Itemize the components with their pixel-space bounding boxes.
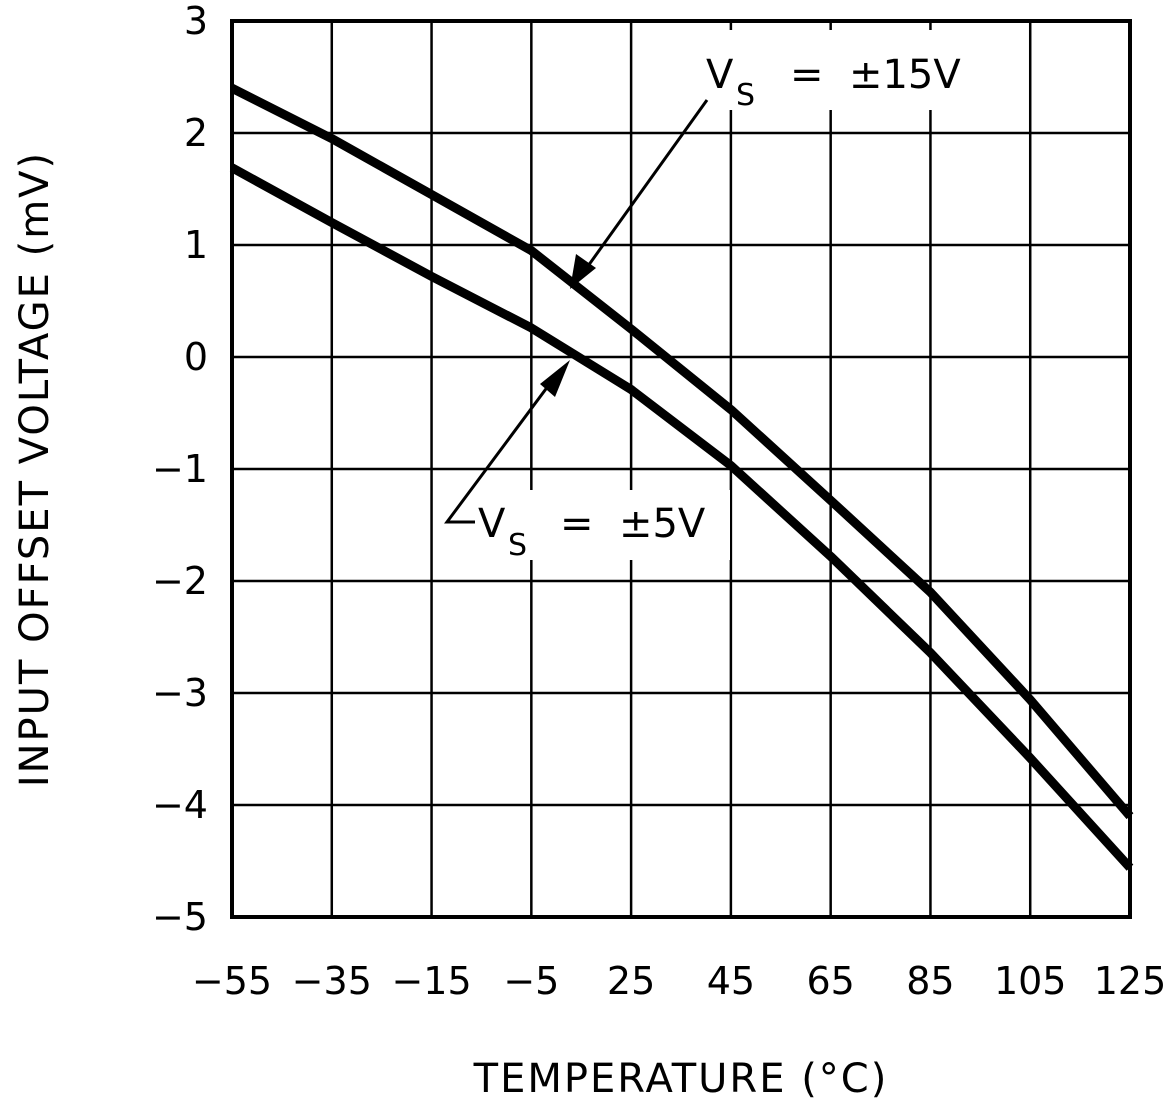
y-tick-label: −3 bbox=[152, 671, 208, 715]
y-tick-label: −4 bbox=[152, 783, 208, 827]
y-tick-label: −1 bbox=[152, 447, 208, 491]
y-axis-ticks: 3 2 1 0 −1 −2 −3 −4 −5 bbox=[152, 0, 208, 939]
arrow-line-5v bbox=[444, 369, 562, 524]
x-tick-label: 45 bbox=[707, 959, 755, 1003]
x-tick-label: −55 bbox=[192, 959, 272, 1003]
y-tick-label: −2 bbox=[152, 559, 208, 603]
arrow-line-15v bbox=[576, 99, 709, 281]
x-tick-label: −15 bbox=[391, 959, 471, 1003]
plot-frame bbox=[230, 19, 1132, 919]
annotation-vs-5v: V S = ±5V bbox=[444, 360, 730, 563]
annotation-15v-subscript: S bbox=[736, 78, 755, 113]
annotation-5v-main: V bbox=[478, 501, 506, 547]
y-tick-label: 1 bbox=[184, 223, 208, 267]
annotation-15v-main: V bbox=[706, 52, 734, 98]
x-tick-label: −5 bbox=[503, 959, 559, 1003]
arrow-head-5v-icon bbox=[540, 360, 570, 397]
annotation-5v-value: = ±5V bbox=[560, 501, 706, 547]
data-series bbox=[229, 84, 1134, 871]
annotation-15v-value: = ±15V bbox=[790, 52, 961, 98]
x-tick-label: 65 bbox=[806, 959, 854, 1003]
x-tick-label: −35 bbox=[292, 959, 372, 1003]
y-tick-label: 3 bbox=[184, 0, 208, 43]
y-tick-label: 0 bbox=[184, 335, 208, 379]
x-axis-ticks: −55 −35 −15 −5 25 45 65 85 105 125 bbox=[192, 959, 1166, 1003]
y-axis-label: INPUT OFFSET VOLTAGE (mV) bbox=[12, 151, 58, 787]
annotation-5v-subscript: S bbox=[508, 528, 527, 563]
annotation-vs-15v: V S = ±15V bbox=[570, 30, 990, 289]
arrow-head-15v-icon bbox=[570, 254, 596, 289]
y-tick-label: −5 bbox=[152, 895, 208, 939]
y-tick-label: 2 bbox=[184, 111, 208, 155]
series-line-vs-15v bbox=[229, 84, 1134, 820]
x-axis-label: TEMPERATURE (°C) bbox=[473, 1056, 889, 1102]
x-tick-label: 85 bbox=[906, 959, 954, 1003]
x-tick-label: 25 bbox=[607, 959, 655, 1003]
series-line-vs-5v bbox=[229, 163, 1134, 871]
x-tick-label: 125 bbox=[1094, 959, 1167, 1003]
x-tick-label: 105 bbox=[994, 959, 1067, 1003]
